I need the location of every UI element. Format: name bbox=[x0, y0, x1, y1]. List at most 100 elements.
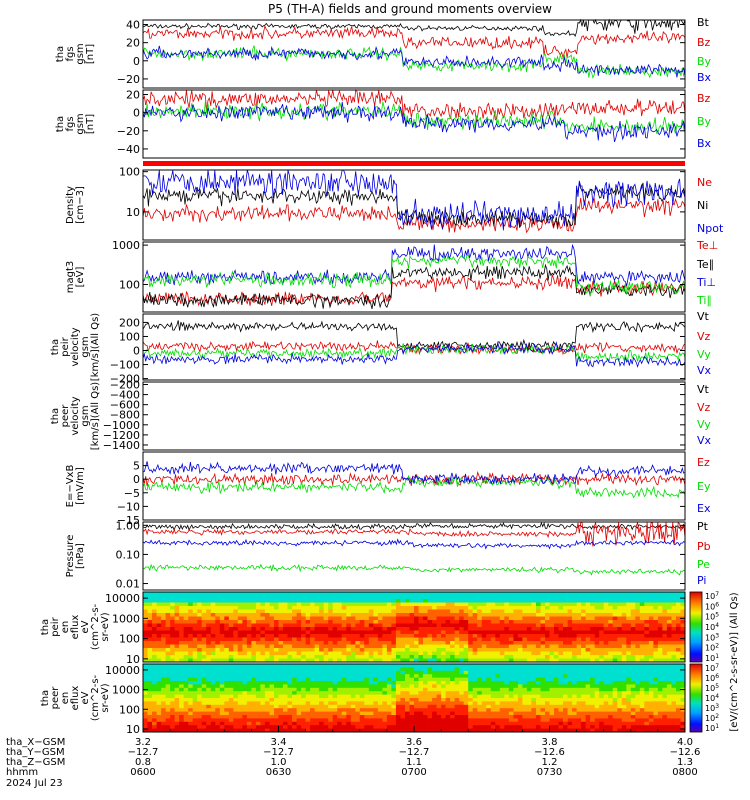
heatmap-cell bbox=[445, 592, 451, 596]
heatmap-cell bbox=[269, 667, 275, 672]
heatmap-cell bbox=[269, 602, 275, 607]
heatmap-cell bbox=[364, 637, 370, 642]
heatmap-cell bbox=[671, 664, 677, 668]
heatmap-cell bbox=[233, 651, 239, 656]
heatmap-cell bbox=[278, 694, 284, 699]
heatmap-cell bbox=[337, 609, 343, 614]
heatmap-cell bbox=[495, 667, 501, 672]
heatmap-cell bbox=[219, 592, 225, 596]
heatmap-cell bbox=[305, 637, 311, 642]
heatmap-cell bbox=[499, 718, 505, 723]
heatmap-cell bbox=[504, 667, 510, 672]
heatmap-cell bbox=[581, 691, 586, 695]
heatmap-cell bbox=[472, 670, 478, 675]
heatmap-cell bbox=[567, 708, 573, 712]
heatmap-cell bbox=[671, 609, 677, 614]
heatmap-cell bbox=[441, 623, 446, 628]
heatmap-cell bbox=[287, 718, 293, 723]
heatmap-cell bbox=[536, 667, 541, 672]
heatmap-cell bbox=[395, 711, 401, 716]
heatmap-cell bbox=[386, 613, 392, 617]
heatmap-cell bbox=[558, 613, 564, 617]
heatmap-cell bbox=[350, 658, 356, 663]
heatmap-cell bbox=[292, 630, 297, 635]
heatmap-cell bbox=[508, 627, 514, 631]
heatmap-cell bbox=[558, 651, 564, 656]
heatmap-cell bbox=[409, 627, 415, 631]
heatmap-cell bbox=[405, 620, 410, 624]
heatmap-cell bbox=[210, 670, 216, 675]
heatmap-cell bbox=[662, 711, 668, 716]
heatmap-cell bbox=[545, 694, 550, 699]
heatmap-cell bbox=[531, 651, 537, 656]
heatmap-cell bbox=[621, 630, 627, 635]
heatmap-cell bbox=[450, 674, 455, 678]
heatmap-cell bbox=[355, 687, 361, 692]
heatmap-cell bbox=[558, 595, 564, 600]
heatmap-cell bbox=[621, 599, 627, 603]
heatmap-cell bbox=[368, 687, 374, 692]
heatmap-cell bbox=[183, 637, 189, 642]
heatmap-cell bbox=[594, 655, 600, 659]
heatmap-cell bbox=[319, 728, 324, 733]
heatmap-cell bbox=[382, 681, 388, 685]
heatmap-cell bbox=[251, 664, 257, 668]
heatmap-cell bbox=[296, 701, 302, 706]
heatmap-cell bbox=[540, 721, 546, 726]
heatmap-cell bbox=[513, 687, 519, 692]
heatmap-cell bbox=[278, 599, 284, 603]
heatmap-cell bbox=[536, 725, 541, 729]
heatmap-cell bbox=[481, 704, 487, 709]
ytick-label: 100 bbox=[119, 166, 140, 179]
heatmap-cell bbox=[255, 718, 261, 723]
heatmap-cell bbox=[463, 718, 469, 723]
heatmap-cell bbox=[274, 664, 279, 668]
heatmap-cell bbox=[441, 728, 446, 733]
heatmap-cell bbox=[445, 681, 451, 685]
heatmap-cell bbox=[373, 606, 379, 610]
heatmap-cell bbox=[472, 606, 478, 610]
heatmap-cell bbox=[260, 595, 266, 600]
legend-entry: Ti⊥ bbox=[696, 276, 716, 289]
legend-entry: Ni bbox=[697, 199, 708, 212]
heatmap-cell bbox=[495, 609, 501, 614]
heatmap-cell bbox=[156, 704, 162, 709]
heatmap-cell bbox=[585, 698, 591, 702]
heatmap-cell bbox=[590, 677, 595, 682]
heatmap-cell bbox=[368, 728, 374, 733]
heatmap-cell bbox=[554, 698, 559, 702]
heatmap-cell bbox=[526, 595, 532, 600]
heatmap-cell bbox=[346, 694, 352, 699]
heatmap-cell bbox=[657, 708, 663, 712]
heatmap-cell bbox=[323, 627, 329, 631]
heatmap-cell bbox=[233, 718, 239, 723]
heatmap-cell bbox=[278, 637, 284, 642]
heatmap-cell bbox=[549, 687, 555, 692]
heatmap-cell bbox=[454, 609, 460, 614]
heatmap-cell bbox=[558, 616, 564, 621]
heatmap-cell bbox=[504, 606, 510, 610]
heatmap-cell bbox=[563, 718, 568, 723]
heatmap-cell bbox=[355, 648, 361, 652]
heatmap-cell bbox=[486, 715, 492, 719]
heatmap-cell bbox=[156, 674, 162, 678]
heatmap-cell bbox=[454, 711, 460, 716]
heatmap-cell bbox=[215, 681, 221, 685]
heatmap-cell bbox=[441, 592, 446, 596]
heatmap-cell bbox=[612, 630, 618, 635]
heatmap-cell bbox=[522, 681, 528, 685]
heatmap-cell bbox=[274, 641, 279, 645]
heatmap-cell bbox=[621, 684, 627, 689]
heatmap-cell bbox=[531, 684, 537, 689]
heatmap-cell bbox=[368, 634, 374, 638]
heatmap-cell bbox=[147, 592, 153, 596]
heatmap-cell bbox=[233, 711, 239, 716]
heatmap-cell bbox=[676, 687, 681, 692]
heatmap-cell bbox=[359, 694, 365, 699]
heatmap-cell bbox=[341, 630, 347, 635]
heatmap-cell bbox=[477, 623, 483, 628]
heatmap-cell bbox=[540, 595, 546, 600]
heatmap-cell bbox=[201, 674, 207, 678]
heatmap-cell bbox=[287, 701, 293, 706]
heatmap-cell bbox=[676, 658, 681, 663]
